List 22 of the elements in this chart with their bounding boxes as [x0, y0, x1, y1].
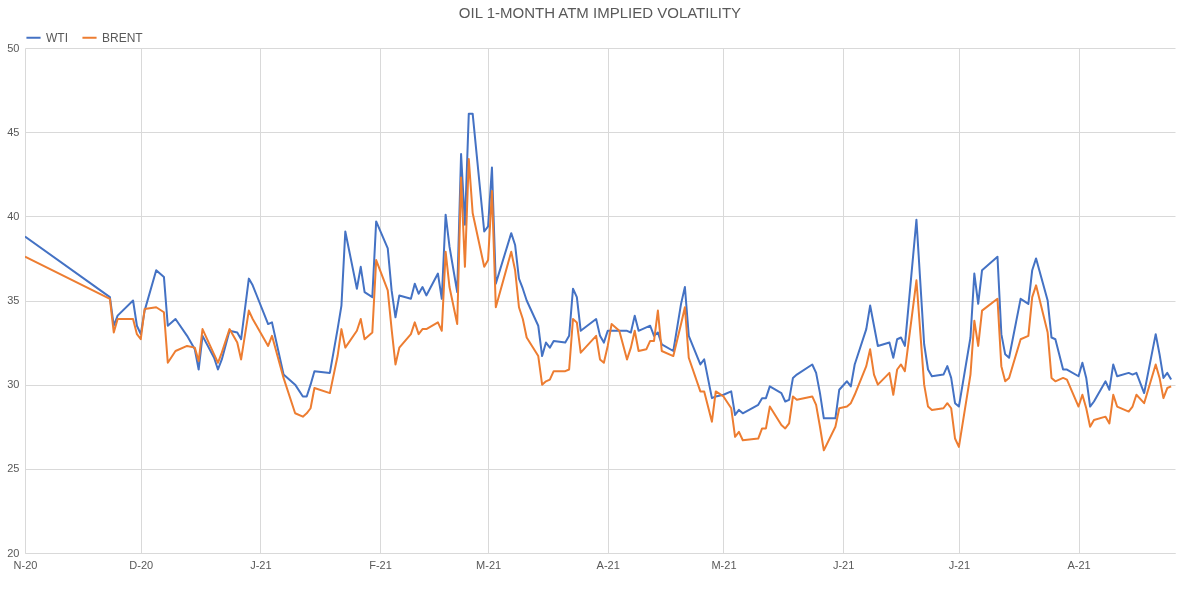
x-tick-label: A-21 — [1067, 558, 1091, 571]
x-tick-label: J-21 — [250, 558, 272, 571]
x-tick-label: J-21 — [832, 558, 855, 571]
x-tick-label: F-21 — [369, 558, 392, 571]
y-tick-label: 50 — [7, 41, 20, 54]
line-series — [25, 112, 1173, 420]
chart-title: OIL 1-MONTH ATM IMPLIED VOLATILITY — [458, 4, 742, 21]
x-tick-label: M-21 — [711, 558, 737, 571]
line-series — [25, 158, 1173, 452]
x-tick-label: J-21 — [948, 558, 971, 571]
x-tick-label: M-21 — [476, 558, 502, 571]
legend-label: BRENT — [102, 30, 144, 45]
x-tick-label: N-20 — [13, 558, 38, 571]
x-tick-label: D-20 — [129, 558, 154, 571]
y-tick-label: 20 — [7, 546, 20, 559]
y-tick-label: 30 — [7, 378, 20, 391]
y-tick-label: 40 — [7, 209, 20, 222]
y-tick-label: 45 — [7, 125, 20, 138]
y-tick-label: 35 — [7, 294, 20, 306]
legend-label: WTI — [46, 30, 68, 45]
x-tick-label: A-21 — [596, 558, 620, 571]
y-tick-label: 25 — [7, 462, 20, 475]
